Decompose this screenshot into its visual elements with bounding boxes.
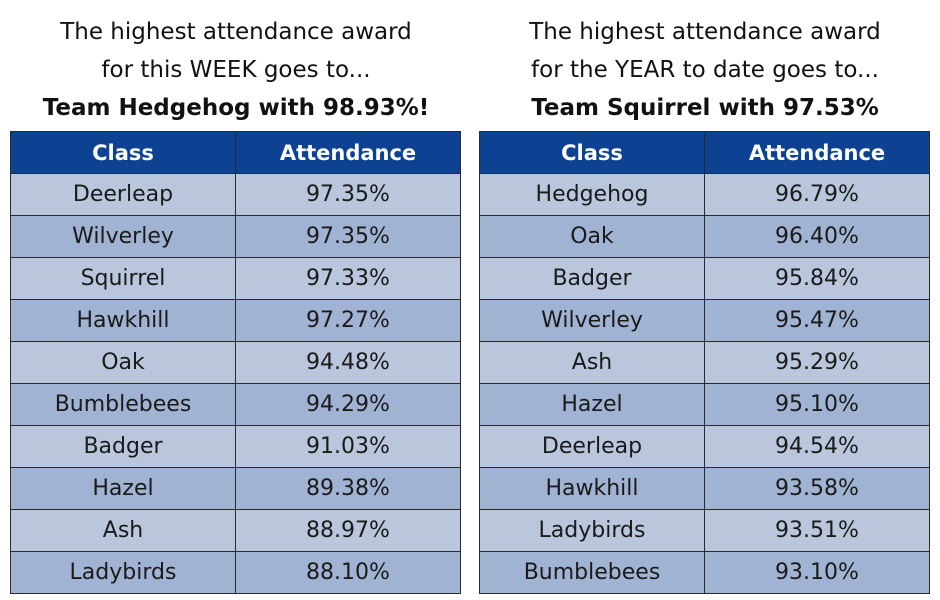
table-row: Ash 88.97%: [10, 509, 461, 552]
class-name-cell: Ash: [10, 509, 236, 552]
attendance-cell: 95.29%: [704, 341, 930, 384]
class-name-cell: Bumblebees: [10, 383, 236, 426]
class-name-cell: Oak: [10, 341, 236, 384]
weekly-award-panel: The highest attendance award for this WE…: [10, 0, 462, 594]
column-header-class: Class: [479, 131, 705, 174]
weekly-award-heading: The highest attendance award for this WE…: [10, 0, 462, 89]
table-row: Badger 95.84%: [479, 257, 930, 300]
class-name-cell: Hazel: [10, 467, 236, 510]
table-row: Wilverley 97.35%: [10, 215, 461, 258]
attendance-cell: 95.84%: [704, 257, 930, 300]
yearly-award-heading: The highest attendance award for the YEA…: [479, 0, 931, 89]
weekly-heading-line1: The highest attendance award: [60, 19, 412, 45]
class-name-cell: Badger: [479, 257, 705, 300]
yearly-attendance-table: Class Attendance Hedgehog 96.79% Oak 96.40%…: [479, 131, 930, 594]
weekly-winner: Team Hedgehog with 98.93%!: [42, 95, 430, 121]
table-row: Ladybirds 88.10%: [10, 551, 461, 594]
attendance-cell: 91.03%: [235, 425, 461, 468]
attendance-cell: 88.10%: [235, 551, 461, 594]
class-name-cell: Hazel: [479, 383, 705, 426]
attendance-cell: 89.38%: [235, 467, 461, 510]
table-row: Badger 91.03%: [10, 425, 461, 468]
class-name-cell: Hedgehog: [479, 173, 705, 216]
table-header-row: Class Attendance: [10, 131, 461, 174]
class-name-cell: Hawkhill: [10, 299, 236, 342]
class-name-cell: Ladybirds: [479, 509, 705, 552]
class-name-cell: Badger: [10, 425, 236, 468]
table-row: Wilverley 95.47%: [479, 299, 930, 342]
table-row: Deerleap 94.54%: [479, 425, 930, 468]
class-name-cell: Squirrel: [10, 257, 236, 300]
column-header-attendance: Attendance: [704, 131, 930, 174]
weekly-heading-line2: for this WEEK goes to...: [101, 57, 371, 83]
column-header-class: Class: [10, 131, 236, 174]
table-row: Hawkhill 93.58%: [479, 467, 930, 510]
yearly-winner: Team Squirrel with 97.53%: [531, 95, 879, 121]
attendance-cell: 93.58%: [704, 467, 930, 510]
attendance-cell: 94.54%: [704, 425, 930, 468]
attendance-cell: 95.47%: [704, 299, 930, 342]
table-row: Oak 96.40%: [479, 215, 930, 258]
table-header-row: Class Attendance: [479, 131, 930, 174]
class-name-cell: Ash: [479, 341, 705, 384]
weekly-attendance-table: Class Attendance Deerleap 97.35% Wilverley…: [10, 131, 461, 594]
table-row: Bumblebees 93.10%: [479, 551, 930, 594]
table-row: Oak 94.48%: [10, 341, 461, 384]
class-name-cell: Oak: [479, 215, 705, 258]
table-row: Deerleap 97.35%: [10, 173, 461, 216]
class-name-cell: Bumblebees: [479, 551, 705, 594]
table-row: Hazel 95.10%: [479, 383, 930, 426]
attendance-cell: 94.29%: [235, 383, 461, 426]
table-row: Hawkhill 97.27%: [10, 299, 461, 342]
class-name-cell: Ladybirds: [10, 551, 236, 594]
class-name-cell: Wilverley: [479, 299, 705, 342]
attendance-cell: 96.40%: [704, 215, 930, 258]
attendance-cell: 97.35%: [235, 173, 461, 216]
attendance-cell: 93.10%: [704, 551, 930, 594]
table-row: Ladybirds 93.51%: [479, 509, 930, 552]
table-row: Squirrel 97.33%: [10, 257, 461, 300]
table-row: Hazel 89.38%: [10, 467, 461, 510]
column-header-attendance: Attendance: [235, 131, 461, 174]
attendance-cell: 88.97%: [235, 509, 461, 552]
attendance-cell: 96.79%: [704, 173, 930, 216]
weekly-table-body: Deerleap 97.35% Wilverley 97.35% Squirrel 97.…: [10, 173, 461, 594]
yearly-table-body: Hedgehog 96.79% Oak 96.40% Badger 95.84% Wilve…: [479, 173, 930, 594]
yearly-heading-line2: for the YEAR to date goes to...: [531, 57, 879, 83]
attendance-cell: 93.51%: [704, 509, 930, 552]
table-row: Hedgehog 96.79%: [479, 173, 930, 216]
yearly-award-panel: The highest attendance award for the YEA…: [479, 0, 931, 594]
class-name-cell: Deerleap: [479, 425, 705, 468]
class-name-cell: Wilverley: [10, 215, 236, 258]
attendance-cell: 94.48%: [235, 341, 461, 384]
attendance-cell: 97.27%: [235, 299, 461, 342]
yearly-heading-line1: The highest attendance award: [529, 19, 881, 45]
attendance-cell: 97.35%: [235, 215, 461, 258]
class-name-cell: Deerleap: [10, 173, 236, 216]
table-row: Ash 95.29%: [479, 341, 930, 384]
class-name-cell: Hawkhill: [479, 467, 705, 510]
table-row: Bumblebees 94.29%: [10, 383, 461, 426]
attendance-cell: 97.33%: [235, 257, 461, 300]
attendance-cell: 95.10%: [704, 383, 930, 426]
